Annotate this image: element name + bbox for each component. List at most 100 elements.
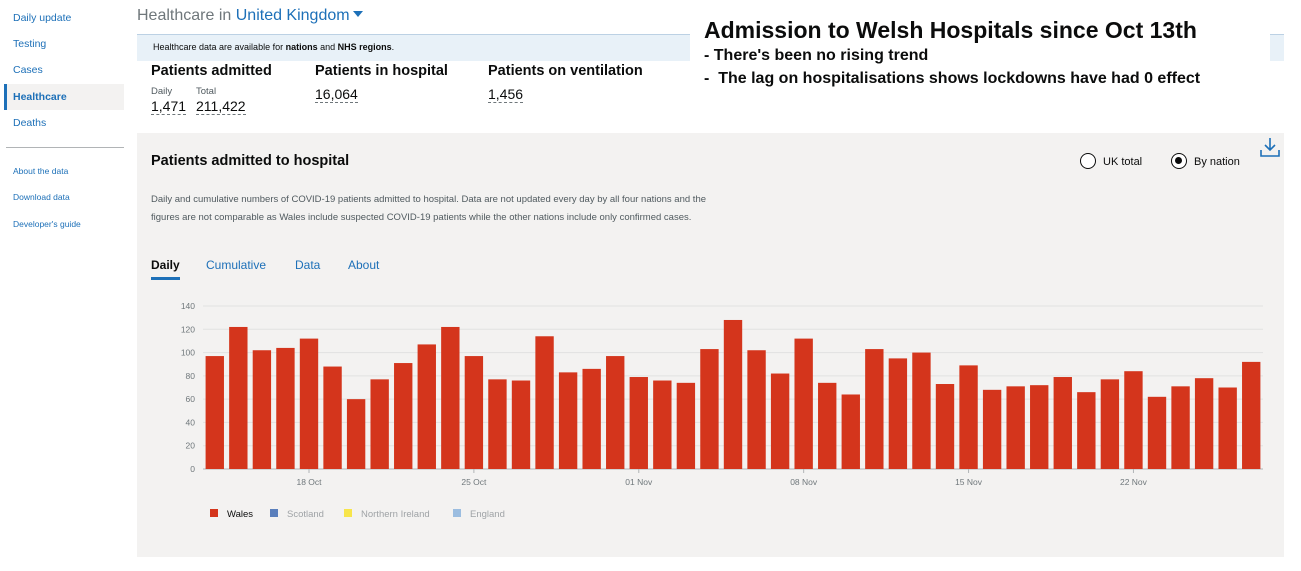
bar — [818, 382, 837, 469]
stat-admitted-total-value[interactable]: 211,422 — [196, 98, 246, 115]
location-selector[interactable]: United Kingdom — [236, 7, 363, 24]
bar — [912, 352, 931, 469]
sidebar-item-healthcare-label: Healthcare — [13, 91, 67, 103]
bar — [1030, 385, 1049, 469]
bar — [346, 399, 366, 469]
banner-text-mid: and — [317, 42, 338, 52]
bar — [888, 358, 908, 469]
bar — [723, 319, 743, 469]
chart-card: Patients admitted to hospital Daily and … — [137, 133, 1284, 557]
annotation-line-1: - There's been no rising trend — [704, 47, 929, 64]
banner-text-end: . — [391, 42, 395, 52]
y-tick-label: 140 — [181, 301, 195, 311]
bar — [1053, 377, 1072, 469]
tab-cumulative[interactable]: Cumulative — [206, 258, 267, 272]
stat-admitted-daily-label: Daily — [151, 86, 173, 97]
bar — [606, 356, 625, 469]
bar — [394, 363, 413, 469]
sidebar: Daily update Testing Cases Healthcare De… — [0, 0, 128, 571]
annotation-overlay: Admission to Welsh Hospitals since Oct 1… — [690, 14, 1270, 96]
legend-label-northern-ireland: Northern Ireland — [361, 509, 430, 520]
bar — [417, 344, 436, 469]
stat-admitted-total-label: Total — [196, 86, 217, 97]
x-tick-label: 08 Nov — [790, 477, 818, 487]
bar — [1194, 378, 1214, 469]
stat-in-hospital-value[interactable]: 16,064 — [315, 86, 358, 103]
bar — [1006, 386, 1025, 469]
banner-text-start: Healthcare data are available for — [153, 42, 286, 52]
download-icon[interactable] — [1259, 136, 1281, 158]
y-tick-label: 0 — [190, 464, 195, 474]
bar — [511, 380, 531, 469]
bar — [1124, 371, 1143, 469]
sidebar-link-download-data[interactable]: Download data — [13, 192, 70, 202]
sidebar-item-daily-update[interactable]: Daily update — [13, 12, 72, 24]
page-title: Healthcare in United Kingdom — [137, 7, 363, 25]
tab-data[interactable]: Data — [295, 258, 321, 272]
legend-label-wales: Wales — [227, 509, 254, 520]
bar — [700, 349, 719, 469]
stat-in-hospital-title: Patients in hospital — [315, 63, 448, 79]
y-tick-label: 120 — [181, 324, 195, 334]
bar — [935, 384, 955, 469]
sidebar-item-cases[interactable]: Cases — [13, 64, 43, 76]
legend-item-england[interactable]: England — [453, 509, 505, 520]
page-title-prefix: Healthcare in — [137, 7, 232, 24]
x-tick-label: 22 Nov — [1120, 477, 1148, 487]
x-tick-label: 15 Nov — [955, 477, 983, 487]
bar — [959, 365, 978, 469]
legend-item-scotland[interactable]: Scotland — [270, 509, 324, 520]
bar — [629, 377, 648, 469]
sidebar-link-developers-guide[interactable]: Developer's guide — [13, 219, 81, 229]
bar — [1171, 386, 1190, 469]
chevron-down-icon — [352, 11, 363, 17]
bar — [865, 349, 884, 469]
radio-by-nation[interactable]: By nation — [1171, 153, 1240, 169]
radio-uk-total-label: UK total — [1103, 156, 1143, 168]
sidebar-item-healthcare[interactable]: Healthcare — [4, 84, 124, 110]
location-selector-label: United Kingdom — [235, 7, 350, 24]
sidebar-divider — [6, 147, 124, 148]
x-tick-label: 18 Oct — [296, 477, 322, 487]
bar — [1077, 392, 1096, 469]
admissions-bar-chart: 0 20 40 60 80 100 120 140 18 Oct 25 Oct 01 Nov 08 N… — [181, 301, 1263, 487]
bar — [676, 382, 696, 469]
tab-daily[interactable]: Daily — [151, 258, 180, 280]
legend-swatch-england — [453, 509, 461, 517]
annotation-title: Admission to Welsh Hospitals since Oct 1… — [704, 17, 1197, 43]
banner-link-nations: nations — [285, 42, 318, 52]
bar — [794, 338, 813, 469]
radio-uk-total[interactable]: UK total — [1080, 153, 1142, 169]
y-tick-label: 80 — [186, 371, 196, 381]
bar — [323, 366, 342, 469]
legend-swatch-northern-ireland — [344, 509, 352, 517]
y-tick-label: 100 — [181, 348, 195, 358]
bar — [276, 347, 295, 469]
bar — [1242, 361, 1261, 469]
bar — [205, 356, 224, 469]
sidebar-item-deaths[interactable]: Deaths — [13, 117, 47, 129]
legend-item-northern-ireland[interactable]: Northern Ireland — [344, 509, 430, 520]
stat-admitted-daily-value[interactable]: 1,471 — [151, 98, 187, 115]
banner-text: Healthcare data are available for nation… — [153, 42, 394, 52]
bar — [1100, 379, 1120, 469]
radio-checked-icon — [1171, 153, 1187, 169]
legend-swatch-wales — [210, 509, 218, 517]
bar — [441, 326, 460, 469]
y-tick-label: 60 — [186, 394, 196, 404]
y-tick-label: 20 — [186, 441, 196, 451]
legend-label-england: England — [470, 509, 505, 520]
bar — [464, 356, 484, 469]
x-tick-label: 01 Nov — [625, 477, 653, 487]
bar — [370, 379, 389, 469]
stat-ventilation-value[interactable]: 1,456 — [488, 86, 524, 103]
legend-item-wales[interactable]: Wales — [210, 509, 253, 520]
bar — [582, 368, 601, 469]
sidebar-item-testing[interactable]: Testing — [13, 38, 47, 50]
tab-about[interactable]: About — [348, 258, 380, 272]
bar — [841, 394, 860, 469]
bar — [653, 380, 672, 469]
bar — [747, 350, 766, 469]
stat-ventilation-title: Patients on ventilation — [488, 63, 643, 79]
sidebar-link-about-data[interactable]: About the data — [13, 166, 69, 176]
